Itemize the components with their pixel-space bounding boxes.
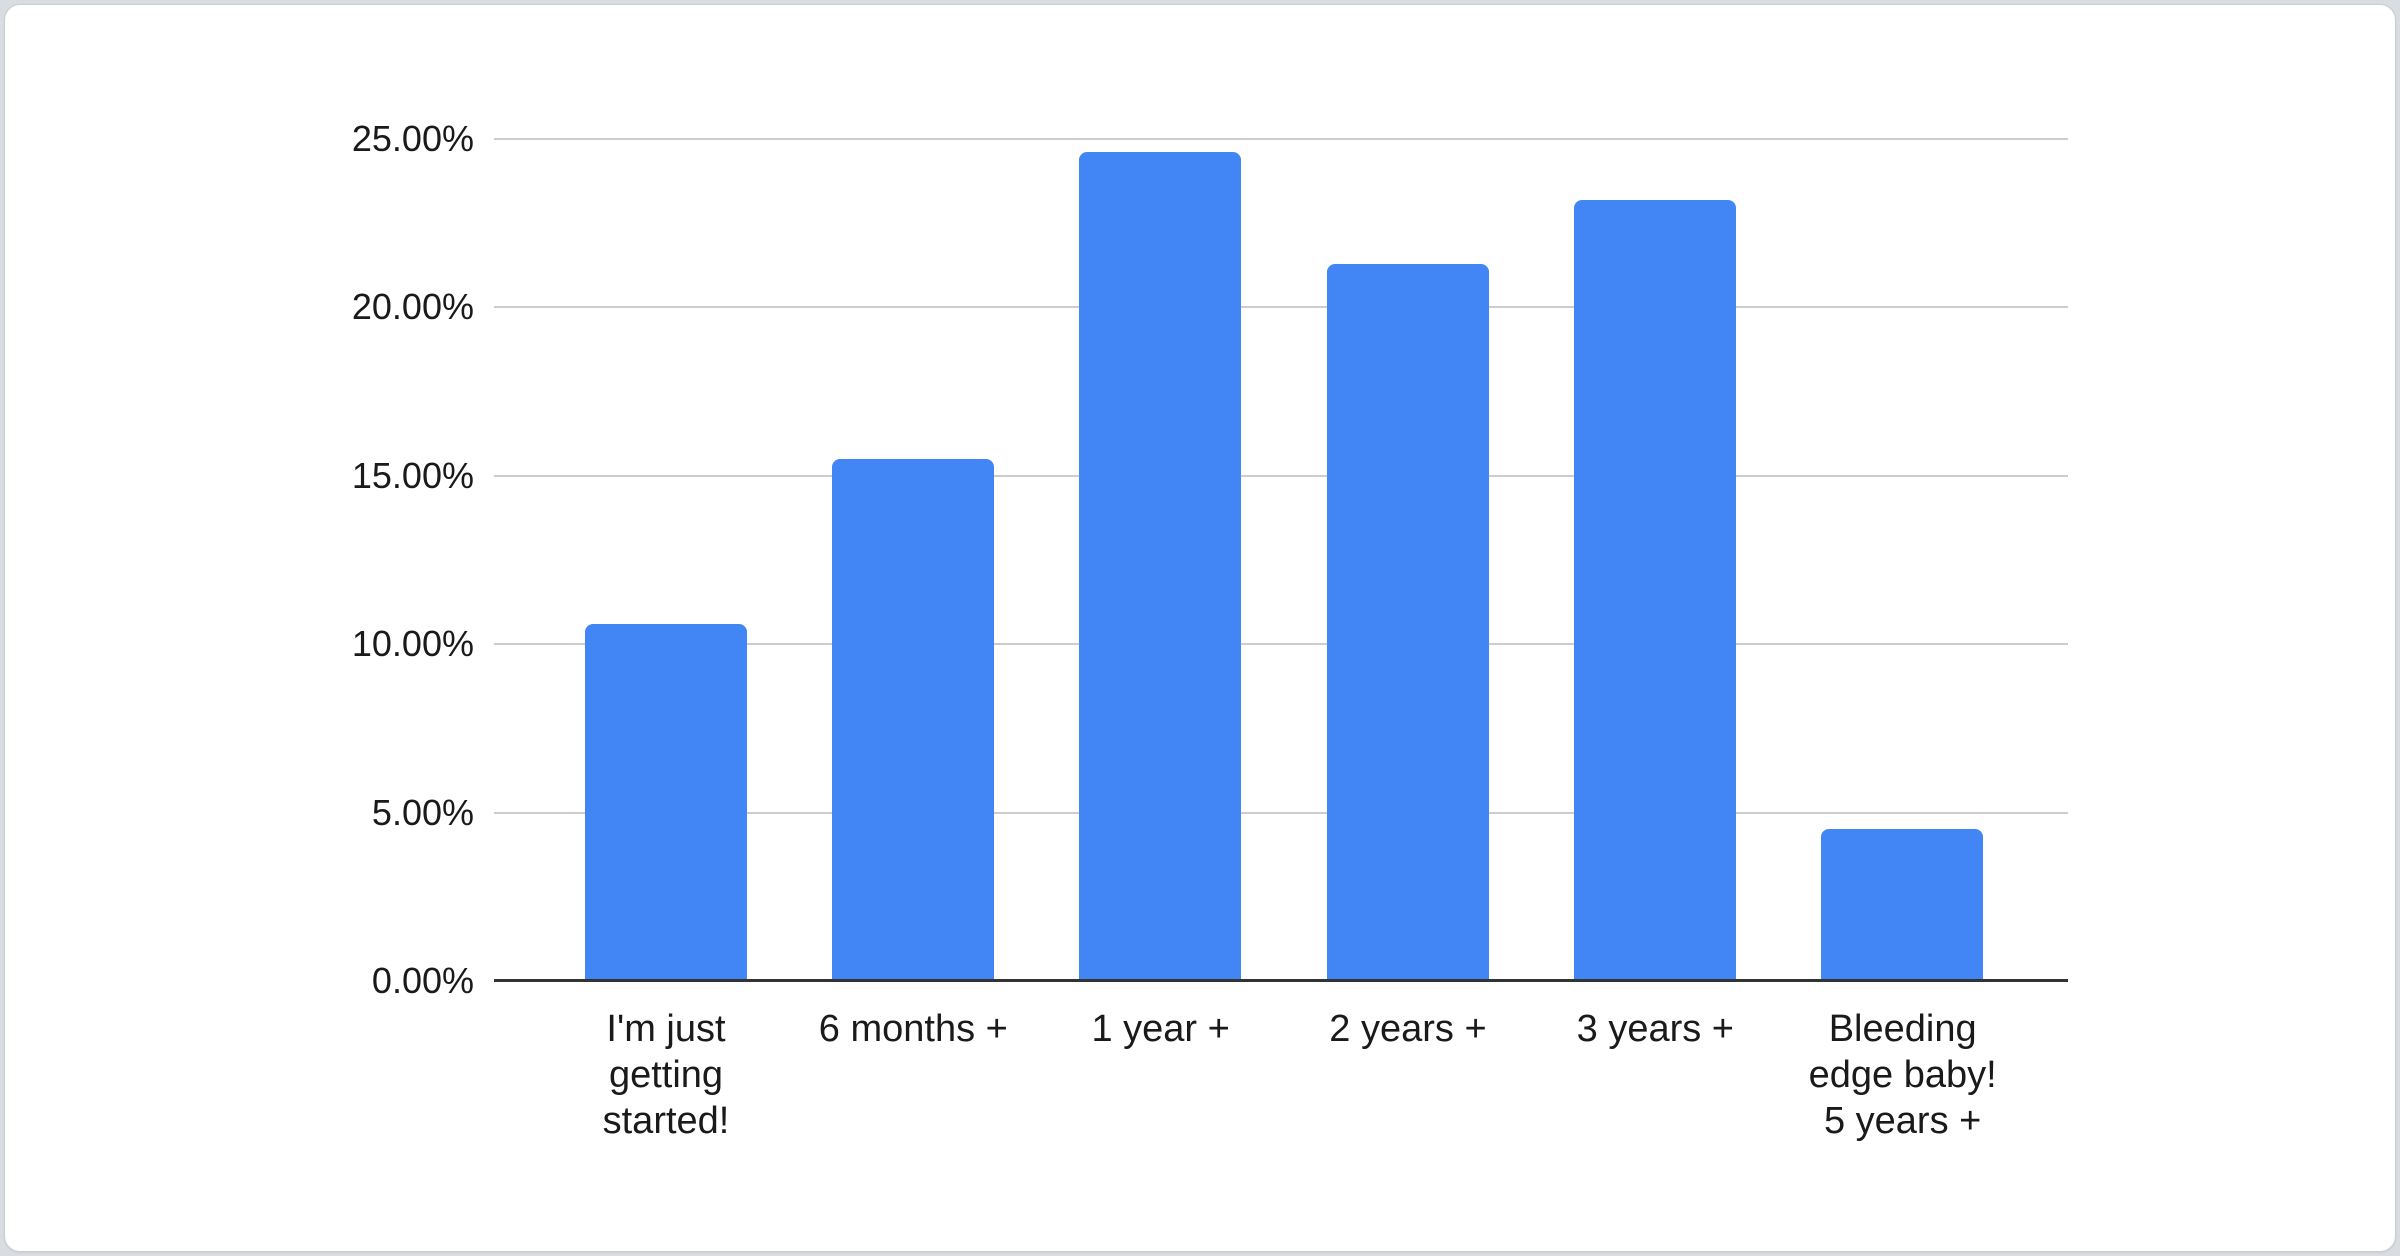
x-category-label: 1 year + [1091, 1008, 1230, 1050]
x-category-label: 3 years + [1576, 1008, 1734, 1050]
gridline [494, 811, 2068, 814]
bar-5 [1573, 199, 1736, 981]
x-axis-line [494, 979, 2068, 982]
y-tick-label: 15.00% [351, 454, 474, 496]
plot-area [494, 138, 2068, 982]
chart-card: 0.00% 5.00% 10.00% 15.00% 20.00% 25.00% I'm j… [4, 4, 2396, 1252]
bar-4 [1326, 263, 1489, 981]
gridline [494, 138, 2068, 140]
bar-3 [1079, 152, 1242, 981]
x-category-label: 2 years + [1329, 1008, 1487, 1050]
y-tick-label: 10.00% [351, 623, 474, 665]
y-tick-label: 25.00% [351, 118, 474, 159]
x-category-label: 6 months + [818, 1008, 1008, 1050]
gridline [494, 306, 2068, 309]
x-axis-labels: I'm just getting started! 6 months + 1 yea… [494, 1006, 2068, 1166]
bar-1 [584, 624, 747, 981]
x-category-label: Bleeding edge baby! 5 years + [1808, 1008, 1997, 1142]
x-category-label: I'm just getting started! [602, 1008, 730, 1142]
bar-6 [1821, 829, 1984, 981]
y-tick-label: 0.00% [371, 960, 474, 1001]
gridline [494, 474, 2068, 477]
y-axis-labels: 0.00% 5.00% 10.00% 15.00% 20.00% 25.00% [5, 118, 474, 1001]
bar-2 [831, 458, 994, 981]
y-tick-label: 5.00% [371, 791, 474, 833]
y-tick-label: 20.00% [351, 286, 474, 328]
gridline [494, 643, 2068, 646]
